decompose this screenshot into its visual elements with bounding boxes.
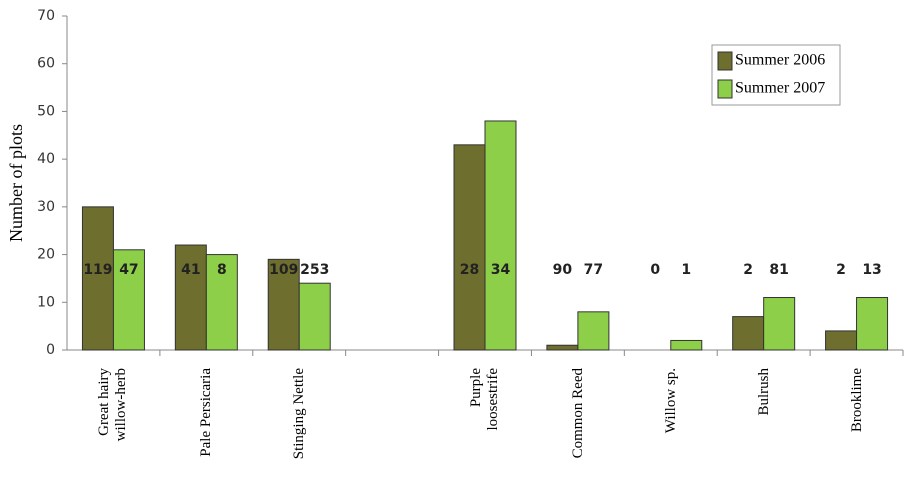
bar-annotation: 109 xyxy=(269,262,298,278)
bar-annotation: 34 xyxy=(491,262,511,278)
legend-swatch xyxy=(717,51,733,71)
legend-swatch xyxy=(717,79,733,99)
x-tick-label: Pale Persicaria xyxy=(197,368,214,457)
y-axis-title: Number of plots xyxy=(6,124,26,242)
bar-annotation: 13 xyxy=(862,262,881,278)
bar-annotation: 119 xyxy=(83,262,112,278)
bar xyxy=(453,144,486,351)
x-tick-label: Great hairy willow-herb xyxy=(96,368,130,442)
bar xyxy=(174,244,207,351)
y-tick-label: 70 xyxy=(37,8,55,24)
bar xyxy=(112,249,145,351)
bar-annotation: 47 xyxy=(119,262,138,278)
bar xyxy=(670,339,703,351)
bar-annotation: 81 xyxy=(769,262,788,278)
bar-annotation: 2 xyxy=(836,262,846,278)
x-tick-label: Bulrush xyxy=(755,368,772,416)
y-tick-label: 20 xyxy=(37,247,55,263)
legend-box xyxy=(711,44,841,106)
bar-annotation: 90 xyxy=(553,262,573,278)
legend-label: Summer 2007 xyxy=(735,80,825,97)
bar xyxy=(484,120,517,351)
x-tick-label: Stinging Nettle xyxy=(290,368,307,460)
x-tick-label: Willow sp. xyxy=(662,368,679,434)
bar xyxy=(81,206,114,351)
y-tick-label: 0 xyxy=(46,342,55,358)
y-tick-label: 60 xyxy=(37,56,55,72)
bar-annotation: 8 xyxy=(217,262,227,278)
bar-annotation: 28 xyxy=(460,262,479,278)
bar xyxy=(205,254,238,351)
bar-annotation: 253 xyxy=(300,262,329,278)
bar xyxy=(577,311,610,351)
bar xyxy=(825,330,858,351)
bar xyxy=(856,297,889,351)
bar-annotation: 41 xyxy=(181,262,200,278)
y-tick-label: 30 xyxy=(37,199,55,215)
bar xyxy=(732,316,765,351)
bar xyxy=(763,297,796,351)
y-tick-label: 40 xyxy=(37,151,55,167)
bar xyxy=(298,282,331,351)
bar-annotation: 2 xyxy=(743,262,753,278)
x-tick-label: Brooklime xyxy=(848,368,865,433)
y-tick-label: 50 xyxy=(37,103,55,119)
x-tick-label: Common Reed xyxy=(569,368,586,459)
legend-label: Summer 2006 xyxy=(735,52,825,69)
bar-annotation: 1 xyxy=(681,262,691,278)
y-tick-label: 10 xyxy=(37,294,55,310)
bar-annotation: 77 xyxy=(584,262,603,278)
x-tick-label: Purple loosestrife xyxy=(468,368,501,431)
bar xyxy=(267,258,300,351)
bar-annotation: 0 xyxy=(650,262,660,278)
bar xyxy=(546,344,579,351)
